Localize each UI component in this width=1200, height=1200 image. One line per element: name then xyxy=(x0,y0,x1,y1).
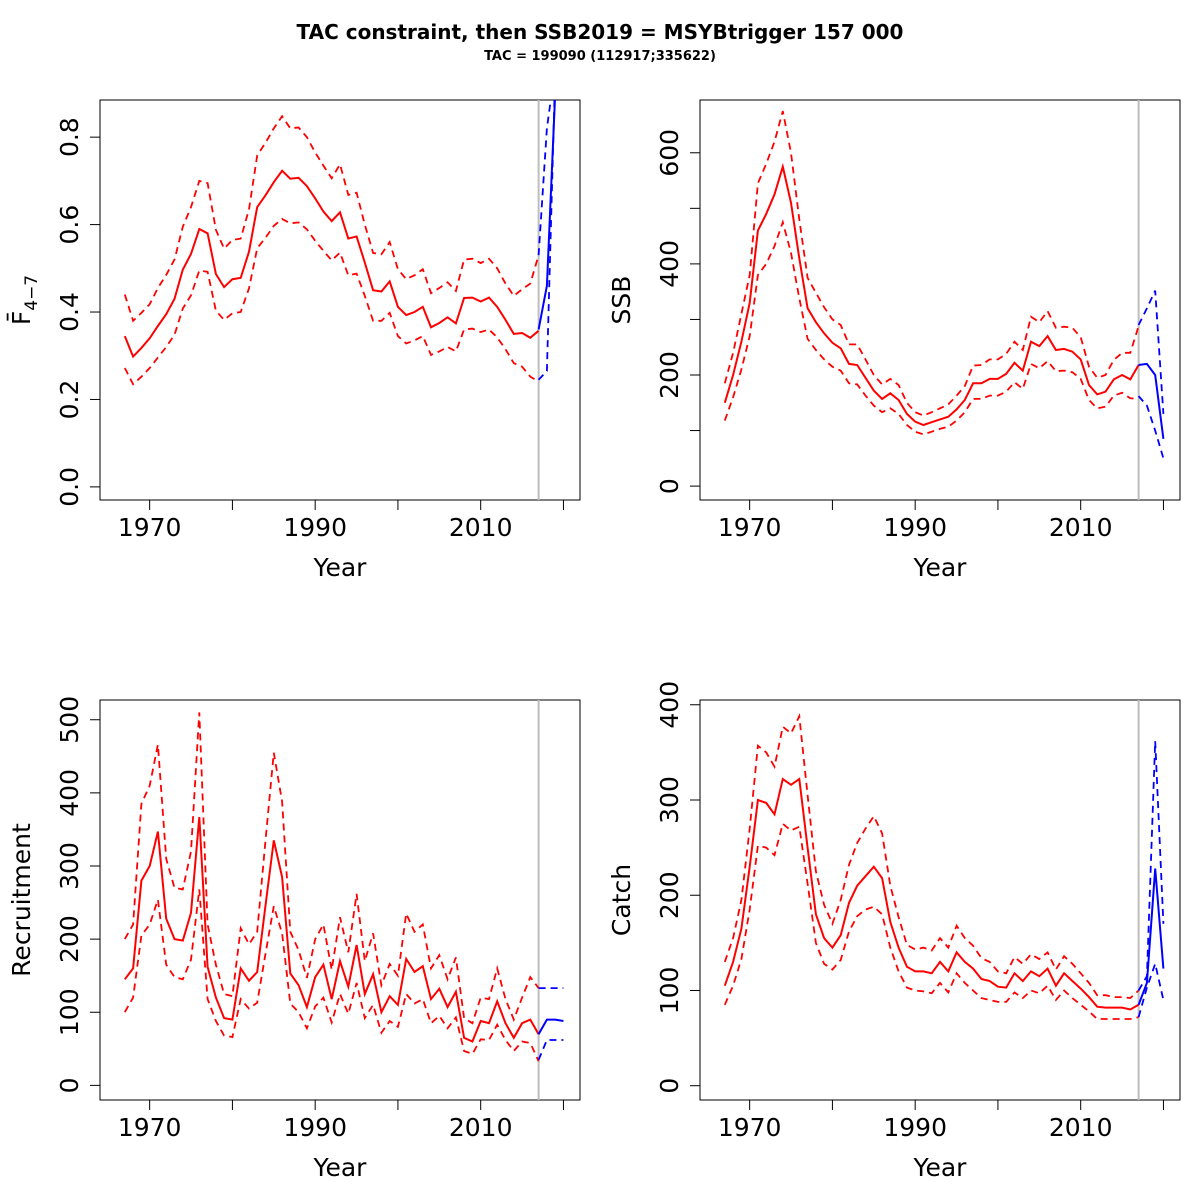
ssb-x-tick-label: 1970 xyxy=(718,513,782,542)
catch-x-tick-label: 1990 xyxy=(883,1113,947,1142)
fbar-forecast-estimate xyxy=(537,100,556,330)
ssb-x-tick-label: 1990 xyxy=(883,513,947,542)
ssb-series-lower xyxy=(723,219,1139,436)
chart-title: TAC constraint, then SSB2019 = MSYBtrigg… xyxy=(297,20,904,44)
catch-x-tick-label: 1970 xyxy=(718,1113,782,1142)
fbar-series-lower xyxy=(123,217,540,386)
recruitment-forecast-lower xyxy=(537,1039,564,1061)
catch-series-upper xyxy=(723,712,1140,1000)
recruitment-y-tick-label: 500 xyxy=(55,696,84,744)
panel-fbar: 1970 1990 2010 0.0 0.2 0.4 0.6 0.8 Year F̄4−7 xyxy=(6,99,581,582)
recruitment-series-upper xyxy=(124,712,540,1025)
chart-subtitle: TAC = 199090 (112917;335622) xyxy=(484,49,716,64)
ssb-plot-frame xyxy=(699,99,1181,501)
recruitment-series-lower xyxy=(124,889,540,1062)
recruitment-x-tick-label: 1970 xyxy=(118,1113,182,1142)
catch-y-tick-label: 100 xyxy=(655,967,684,1015)
ssb-y-axis-label: SSB xyxy=(607,276,636,325)
fbar-forecast-lower xyxy=(537,100,556,381)
ssb-y-tick-label: 400 xyxy=(655,240,684,288)
catch-plot-frame xyxy=(699,699,1181,1101)
catch-series-lower xyxy=(723,822,1139,1020)
fbar-x-tick-label: 2010 xyxy=(449,513,513,542)
fbar-forecast-upper xyxy=(537,100,552,256)
panel-ssb: 1970 1990 2010 0 200 400 600 Year SSB xyxy=(607,99,1181,582)
fbar-y-tick-label: 0.0 xyxy=(55,467,84,507)
fbar-y-tick-label: 0.6 xyxy=(55,205,84,245)
recruitment-y-tick-label: 400 xyxy=(55,769,84,817)
catch-y-tick-label: 400 xyxy=(655,681,684,729)
recruitment-x-axis-label: Year xyxy=(313,1153,368,1182)
catch-forecast-lower xyxy=(1137,960,1165,1018)
catch-forecast-upper xyxy=(1137,740,1165,991)
ssb-y-tick-label: 600 xyxy=(655,129,684,177)
recruitment-x-tick-label: 2010 xyxy=(449,1113,513,1142)
fbar-x-tick-label: 1970 xyxy=(118,513,182,542)
catch-forecast-estimate xyxy=(1137,868,1165,1006)
catch-x-tick-label: 2010 xyxy=(1049,1113,1113,1142)
fbar-y-tick-label: 0.8 xyxy=(55,117,84,157)
fbar-y-axis-label: F̄4−7 xyxy=(6,275,42,325)
catch-y-tick-label: 300 xyxy=(655,776,684,824)
catch-x-axis-label: Year xyxy=(913,1153,968,1182)
panel-catch: 1970 1990 2010 0 100 200 300 400 Year Catch xyxy=(607,681,1181,1182)
fbar-y-tick-label: 0.4 xyxy=(55,292,84,332)
recruitment-series-estimate xyxy=(124,816,540,1043)
ssb-forecast-upper xyxy=(1137,290,1165,414)
fbar-y-tick-label: 0.2 xyxy=(55,380,84,420)
ssb-forecast-estimate xyxy=(1138,362,1165,440)
fbar-plot-frame xyxy=(99,99,581,501)
panel-recruitment: 1970 1990 2010 0 100 200 300 400 500 Year Recruitm… xyxy=(7,696,581,1182)
ssb-series-upper xyxy=(723,110,1140,417)
catch-y-axis-label: Catch xyxy=(607,864,636,936)
fbar-x-axis-label: Year xyxy=(313,553,368,582)
ssb-y-tick-label: 200 xyxy=(655,351,684,399)
recruitment-y-tick-label: 300 xyxy=(55,842,84,890)
catch-y-tick-label: 200 xyxy=(655,871,684,919)
ssb-y-tick-label: 0 xyxy=(655,478,684,494)
catch-series-estimate xyxy=(723,777,1140,1011)
fbar-x-tick-label: 1990 xyxy=(283,513,347,542)
fbar-series-upper xyxy=(123,114,540,323)
fbar-series-estimate xyxy=(123,169,540,359)
recruitment-plot-frame xyxy=(99,699,581,1101)
recruitment-x-tick-label: 1990 xyxy=(283,1113,347,1142)
recruitment-y-tick-label: 100 xyxy=(55,988,84,1036)
recruitment-forecast-estimate xyxy=(537,1018,564,1035)
ssb-series-estimate xyxy=(723,162,1140,427)
ssb-x-axis-label: Year xyxy=(913,553,968,582)
recruitment-y-axis-label: Recruitment xyxy=(7,823,36,977)
ssb-x-tick-label: 2010 xyxy=(1049,513,1113,542)
panels-group: 1970 1990 20100.00.20.40.60.8YearF̄4−71970… xyxy=(6,99,1181,1182)
catch-y-tick-label: 0 xyxy=(655,1078,684,1094)
recruitment-y-tick-label: 0 xyxy=(55,1077,84,1093)
recruitment-y-tick-label: 200 xyxy=(55,915,84,963)
ssb-forecast-lower xyxy=(1137,395,1165,459)
